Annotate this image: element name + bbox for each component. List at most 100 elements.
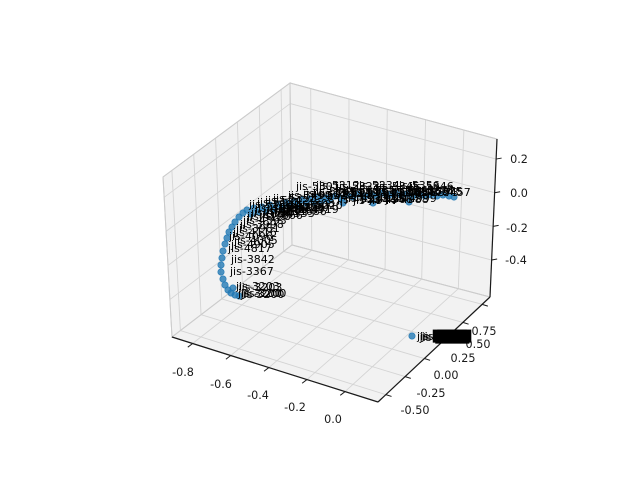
point-label: jis-5131 [256,196,301,209]
scatter-point [450,193,458,201]
point-label: jis-3490 [287,189,332,202]
scatter-point [294,201,302,209]
point-label: jis-3866 [258,209,303,222]
scatter-point [339,199,347,207]
point-label: jis-5356 [395,179,440,192]
point-label: jis-4988 [384,193,429,206]
scatter-point [286,202,294,210]
point-label: jis-4065 [250,206,295,219]
point-label: jis-5334 [355,179,400,192]
y-tick-label: -0.50 [401,404,430,417]
y-tick-label: 0.75 [472,325,497,338]
point-label: jis-4464 [274,203,319,216]
x-tick-label: -0.4 [247,389,269,402]
y-tick-label: -0.25 [417,387,446,400]
point-label: jis-4686 [282,205,327,218]
pane-edges [162,82,498,338]
scatter-points [217,189,458,340]
point-label: jis-5344 [326,189,371,202]
point-label: jis-4999 [392,192,437,205]
point-label: jis-5359 [374,184,419,197]
point-label: jis-4131 [262,205,307,218]
point-label: jis-5333 [318,187,363,200]
scatter-point [405,198,413,206]
scatter-point [231,218,239,226]
point-label: jis-5380 [248,198,293,211]
point-label: jis-4905 [230,238,275,251]
z-tick-label: 0.0 [510,187,528,200]
point-label: jis-5375 [418,185,463,198]
tick-marks [187,157,502,397]
point-label: jis-4977 [376,192,421,205]
point-label: jis-5353 [272,192,317,205]
point-label: jis-5367 [398,186,443,199]
y-tick-labels: -0.50 -0.25 0.00 0.250.500.75 [401,325,497,417]
point-label: jis-4116 [232,226,277,239]
scatter-point [254,208,262,216]
z-tick-label: -0.4 [505,254,527,267]
point-label: jis-5363 [390,184,435,197]
point-label: jis-5353 [350,186,395,199]
scatter-point [219,275,227,283]
point-label: jis-4808 [290,197,335,210]
point-label: jis-5355 [358,184,403,197]
point-label: jis-5323 [335,180,380,193]
y-tick-label: 0.00 [434,369,459,382]
point-label: jis-3367 [229,265,274,278]
y-tick-label: 0.50 [466,338,491,351]
point-label: jis-5369 [404,185,449,198]
point-label: jis-4109 [254,202,299,215]
point-labels: jis-3842jis-3367jis-3203jis-3203jis-3200… [227,179,472,344]
scatter-point [219,247,227,255]
point-label: jis-5357 [366,186,411,199]
point-label: jis-4955 [360,192,405,205]
point-label: jis-5301 [295,180,340,193]
point-label: jis-5349 [334,186,379,199]
point-label: jis-5311 [302,187,347,200]
scatter-point [408,332,416,340]
z-tick-label: -0.2 [506,222,528,235]
x-tick-label: -0.8 [172,366,194,379]
x-tick-labels: -0.8 -0.6 -0.4 -0.2 0.0 [172,366,342,426]
scatter-point [247,210,255,218]
point-label: jis-5312 [315,179,360,192]
point-label: jis-3842 [230,253,275,266]
scatter-point [310,198,318,206]
point-label: jis-████ [421,329,472,343]
scatter-point [349,193,357,201]
scatter-point [270,205,278,213]
x-tick-label: -0.2 [284,401,306,414]
point-label: jis-4005 [233,234,278,247]
point-label: jis-████ [419,330,470,344]
point-label: jis-3200 [237,287,282,300]
point-label: jis-5361 [382,186,427,199]
point-label: jis-5345 [375,180,420,193]
point-label: jis-3981 [235,222,280,235]
point-label: jis-5371 [410,184,455,197]
scatter-point [217,261,225,269]
point-label: jis-4198 [246,210,291,223]
point-label: jis-4966 [368,193,413,206]
grid-lines [163,88,497,396]
point-label: jis-4797 [286,201,331,214]
point-label: jis-5351 [342,184,387,197]
scatter-point [262,207,270,215]
point-label: jis-4096 [228,230,273,243]
x-tick-label: -0.6 [210,378,232,391]
point-label: jis-9457 [426,186,471,199]
point-label: jis-████ [416,329,467,343]
point-label: jis-4922 [336,193,381,206]
point-label: jis-3200 [242,287,287,300]
point-label: jis-4393 [242,214,287,227]
point-label: jis-3200 [240,288,285,301]
z-tick-label: 0.2 [510,153,528,166]
point-label: jis-5020 [298,199,343,212]
point-label: jis-4944 [352,194,397,207]
scatter-point [221,240,229,248]
point-label: jis-3203 [235,280,280,293]
point-label: jis-4242 [266,201,311,214]
point-label: jis-5346 [409,180,454,193]
point-label: jis-3998 [239,218,284,231]
point-label: jis-5242 [264,194,309,207]
